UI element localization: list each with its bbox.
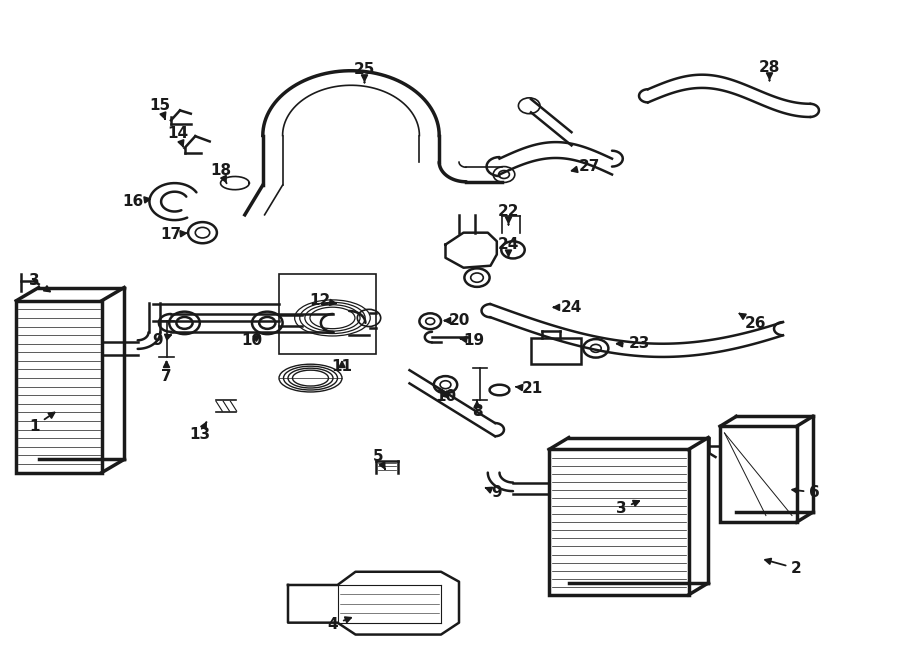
Text: 3: 3 bbox=[616, 500, 639, 516]
Text: 1: 1 bbox=[29, 412, 55, 434]
Text: 13: 13 bbox=[189, 422, 211, 442]
Text: 2: 2 bbox=[765, 559, 802, 576]
Text: 9: 9 bbox=[486, 485, 502, 500]
Text: 5: 5 bbox=[373, 449, 385, 469]
Text: 20: 20 bbox=[445, 313, 470, 328]
Text: 8: 8 bbox=[472, 401, 482, 418]
Text: 26: 26 bbox=[740, 313, 767, 331]
Text: 21: 21 bbox=[517, 381, 544, 396]
Text: 4: 4 bbox=[328, 617, 351, 632]
Text: 25: 25 bbox=[354, 62, 375, 83]
Text: 27: 27 bbox=[572, 159, 600, 174]
Text: 12: 12 bbox=[309, 293, 336, 308]
Text: 24: 24 bbox=[498, 237, 519, 258]
Text: 18: 18 bbox=[210, 163, 231, 183]
Text: 22: 22 bbox=[498, 204, 519, 225]
Bar bbox=[279, 274, 376, 354]
Bar bbox=[531, 338, 580, 364]
Text: 7: 7 bbox=[161, 362, 172, 384]
Text: 10: 10 bbox=[241, 333, 263, 348]
Bar bbox=[549, 449, 688, 595]
Text: 23: 23 bbox=[616, 336, 650, 351]
Text: 16: 16 bbox=[122, 194, 150, 209]
Bar bbox=[720, 426, 796, 522]
Text: 10: 10 bbox=[435, 389, 456, 404]
Bar bbox=[16, 301, 102, 473]
Text: 11: 11 bbox=[331, 360, 353, 374]
Text: 19: 19 bbox=[461, 333, 485, 348]
Text: 6: 6 bbox=[792, 485, 820, 500]
Text: 24: 24 bbox=[554, 300, 582, 315]
Text: 14: 14 bbox=[167, 126, 189, 147]
Text: 3: 3 bbox=[29, 274, 50, 292]
Text: 9: 9 bbox=[152, 333, 171, 348]
Text: 15: 15 bbox=[149, 98, 171, 119]
Text: 28: 28 bbox=[759, 60, 780, 81]
Text: 17: 17 bbox=[160, 227, 187, 242]
